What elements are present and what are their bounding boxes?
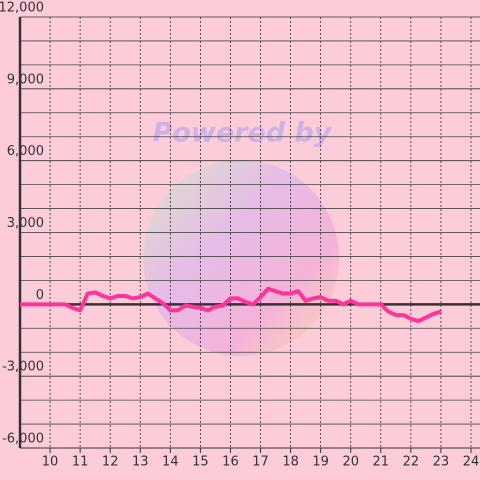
data-line (20, 286, 442, 324)
x-tick-label: 12 (102, 455, 119, 470)
x-tick-label: 14 (162, 455, 179, 470)
x-tick-label: 15 (192, 455, 209, 470)
x-tick-label: 23 (433, 455, 450, 470)
y-tick-label: 12,000 (0, 1, 44, 16)
y-tick-label: 9,000 (7, 72, 44, 87)
x-tick-label: 10 (42, 455, 59, 470)
x-tick-label: 22 (403, 455, 420, 470)
x-tick-label: 24 (463, 455, 480, 470)
x-tick-label: 13 (132, 455, 149, 470)
y-tick-label: 0 (36, 288, 44, 303)
y-tick-label: -6,000 (2, 432, 44, 447)
watermark-logo (143, 160, 339, 356)
y-tick-label: 6,000 (7, 144, 44, 159)
watermark: Powered by (153, 118, 333, 149)
x-tick-label: 17 (252, 455, 269, 470)
x-tick-label: 21 (373, 455, 390, 470)
x-tick-label: 20 (342, 455, 359, 470)
y-tick-label: 3,000 (7, 216, 44, 231)
x-tick-label: 11 (72, 455, 89, 470)
x-tick-label: 18 (282, 455, 299, 470)
x-tick-label: 19 (312, 455, 329, 470)
y-tick-label: -3,000 (2, 360, 44, 375)
x-tick-label: 16 (222, 455, 239, 470)
